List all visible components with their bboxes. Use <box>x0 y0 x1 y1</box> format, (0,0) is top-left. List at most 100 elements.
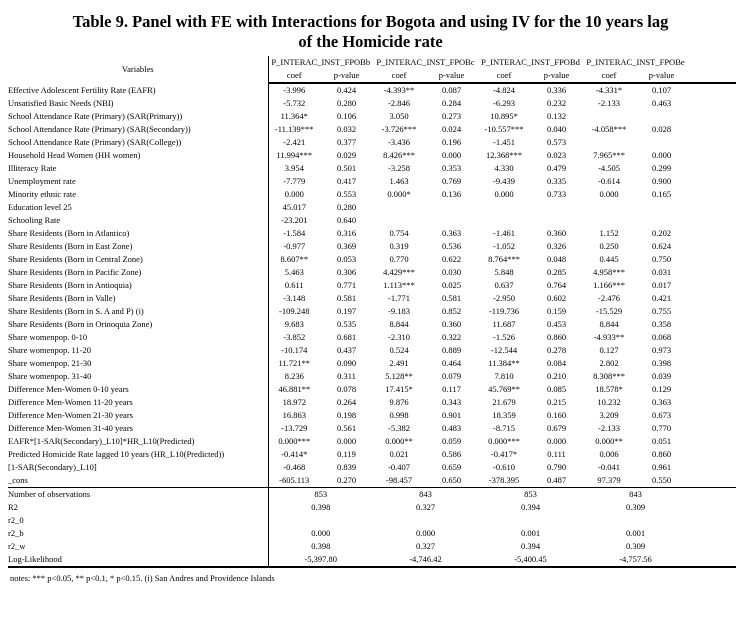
pvalue-cell: 0.078 <box>336 384 357 395</box>
summary-row: Log-Likelihood -5,397.80 -4,746.42 -5,400.4… <box>8 553 737 569</box>
row-label: Education level 25 <box>8 201 269 215</box>
coef-cell: 0.611 <box>284 280 304 291</box>
pvalue-cell: 0.087 <box>441 85 462 96</box>
row-spacer <box>688 383 736 396</box>
coef-cell: 0.000* <box>387 189 411 200</box>
table-row: Difference Men-Women 0-10 years 46.881** 0… <box>8 383 736 397</box>
pvalue-cell: 0.398 <box>651 358 672 369</box>
coef-cell: -5.732 <box>283 98 306 109</box>
coef-cell: -1.771 <box>388 293 410 304</box>
row-spacer <box>688 227 736 240</box>
summary-value <box>478 514 583 527</box>
coef-cell: 5.848 <box>494 267 514 278</box>
pvalue-cell: 0.769 <box>441 176 462 187</box>
coef-cell: 0.000 <box>599 189 619 200</box>
coef-cell <box>583 214 635 227</box>
coef-cell: 17.415* <box>385 384 413 395</box>
row-label: Effective Adolescent Fertility Rate (EAF… <box>8 83 269 98</box>
row-label: Share Residents (Born in Pacific Zone) <box>8 266 269 280</box>
pvalue-cell: 0.335 <box>546 176 567 187</box>
row-label: School Attendance Rate (Primary) (SAR(Se… <box>8 123 269 137</box>
pvalue-cell: 0.336 <box>546 85 567 96</box>
pvalue-cell: 0.025 <box>441 280 462 291</box>
coef-cell: -1.451 <box>493 137 515 148</box>
table-row: Share Residents (Born in East Zone) -0.97… <box>8 240 736 254</box>
table-row: Share womenpop. 0-10 -3.852 0.681 -2.310 0.3… <box>8 331 736 345</box>
pvalue-cell <box>425 201 478 214</box>
pvalue-cell: 0.961 <box>651 462 672 473</box>
pvalue-cell <box>635 201 688 214</box>
coef-cell: -8.715 <box>493 423 515 434</box>
coef-cell: 46.881** <box>278 384 311 395</box>
coef-cell <box>373 214 425 227</box>
pvalue-cell: 0.068 <box>651 332 672 343</box>
pvalue-cell: 0.377 <box>336 137 357 148</box>
coef-cell: -0.417* <box>490 449 518 460</box>
row-label: Share Residents (Born in Antioquia) <box>8 279 269 293</box>
coef-cell: -0.977 <box>283 241 306 252</box>
table-title-line1: Table 9. Panel with FE with Interactions… <box>72 12 669 31</box>
results-table: Variables P_INTERAC_INST_FPOBb P_INTERAC_I… <box>8 56 737 569</box>
coef-cell <box>583 136 635 149</box>
coef-cell <box>583 201 635 214</box>
pvalue-cell: 0.764 <box>546 280 567 291</box>
pvalue-cell: 0.202 <box>651 228 672 239</box>
coef-cell <box>478 214 530 227</box>
table-row: School Attendance Rate (Primary) (SAR(Se… <box>8 123 736 137</box>
pvalue-cell: 0.273 <box>441 111 462 122</box>
coef-cell: 11.384** <box>488 358 520 369</box>
pvalue-cell: 0.852 <box>441 306 462 317</box>
coef-cell: -3.436 <box>388 137 410 148</box>
row-spacer <box>688 461 736 474</box>
pvalue-cell: 0.311 <box>337 371 356 382</box>
pvalue-cell: 0.129 <box>651 384 672 395</box>
row-spacer <box>688 279 736 292</box>
pvalue-cell: 0.059 <box>441 436 462 447</box>
pvalue-cell: 0.889 <box>441 345 462 356</box>
row-spacer <box>688 331 736 344</box>
coef-cell: -2.133 <box>598 98 620 109</box>
coef-cell: 1.152 <box>599 228 619 239</box>
coef-cell <box>583 110 635 123</box>
summary-label: Log-Likelihood <box>8 553 269 569</box>
row-label: EAFR*[1-SAR(Secondary)_L10]*HR_L10(Predi… <box>8 435 269 449</box>
coef-cell: -10.557*** <box>484 124 524 135</box>
table-row: [1-SAR(Secondary)_L10] -0.468 0.839 -0.407 0… <box>8 461 736 475</box>
coef-cell: 3.209 <box>599 410 619 421</box>
pvalue-cell: 0.048 <box>546 254 567 265</box>
pvalue-cell: 0.051 <box>651 436 672 447</box>
table-row: Share Residents (Born in Antioquia) 0.611… <box>8 279 736 293</box>
coef-cell: -1.461 <box>493 228 515 239</box>
row-spacer <box>688 175 736 188</box>
pvalue-cell: 0.106 <box>336 111 357 122</box>
row-spacer <box>688 527 736 540</box>
table-row: Difference Men-Women 21-30 years 16.863 0.… <box>8 409 736 423</box>
pvalue-cell: 0.602 <box>546 293 567 304</box>
coef-cell: 0.006 <box>599 449 619 460</box>
table-row: Minority ethnic rate 0.000 0.553 0.000* 0.13… <box>8 188 736 202</box>
row-spacer <box>688 435 736 448</box>
row-spacer <box>688 266 736 279</box>
coef-cell: 45.017 <box>282 202 306 213</box>
coef-cell: -119.736 <box>488 306 520 317</box>
pvalue-cell: 0.028 <box>651 124 672 135</box>
coef-cell: 0.021 <box>389 449 409 460</box>
row-label: Share Residents (Born in Atlantico) <box>8 227 269 241</box>
pvalue-cell: 0.198 <box>336 410 357 421</box>
pvalue-cell: 0.264 <box>336 397 357 408</box>
summary-value: 843 <box>373 487 479 502</box>
pvalue-cell: 0.326 <box>546 241 567 252</box>
column-group-header: P_INTERAC_INST_FPOBd <box>481 57 580 68</box>
coef-cell: 0.000*** <box>488 436 520 447</box>
coef-cell: -3.726*** <box>381 124 417 135</box>
coef-cell: 11.721** <box>278 358 311 369</box>
pvalue-cell: 0.417 <box>336 176 357 187</box>
pvalue-cell: 0.770 <box>651 423 672 434</box>
pvalue-cell: 0.000 <box>441 150 462 161</box>
coef-header: coef <box>583 69 636 85</box>
pvalue-cell: 0.900 <box>651 176 672 187</box>
coef-cell: -0.610 <box>493 462 515 473</box>
pvalue-cell: 0.553 <box>336 189 357 200</box>
row-label: School Attendance Rate (Primary) (SAR(Co… <box>8 136 269 150</box>
summary-value <box>268 514 373 527</box>
